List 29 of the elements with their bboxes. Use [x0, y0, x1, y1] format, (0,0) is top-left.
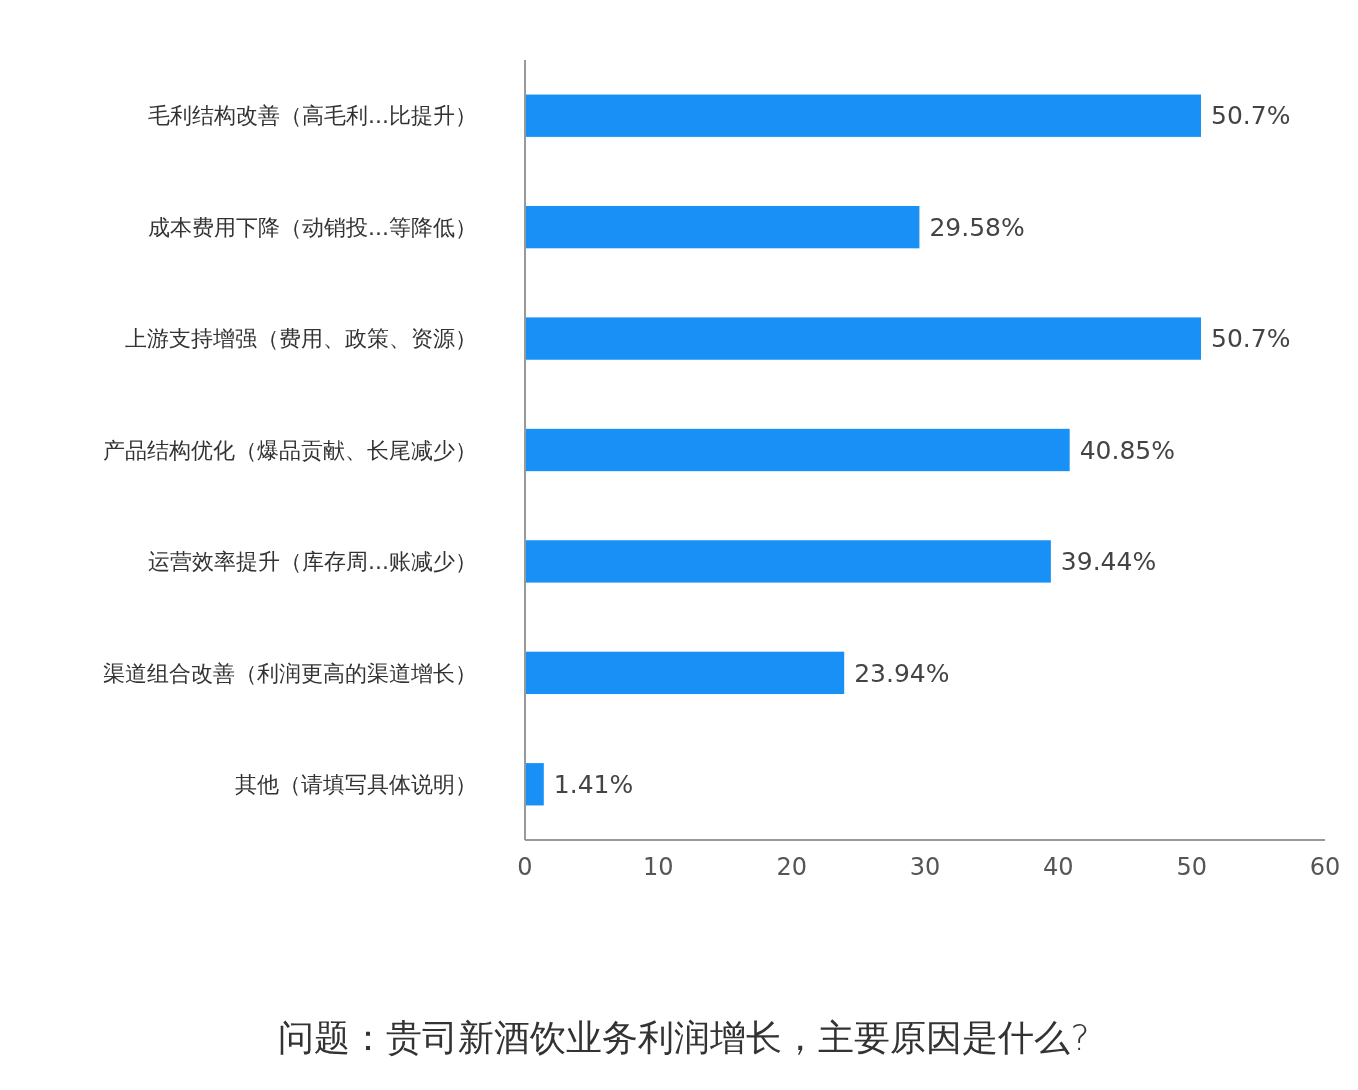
x-tick-label: 60	[1309, 853, 1341, 881]
data-label: 50.7%	[1211, 101, 1291, 131]
bar	[525, 205, 920, 249]
data-label: 50.7%	[1211, 324, 1291, 354]
x-tick-label: 10	[643, 853, 674, 881]
y-tick-label: 渠道组合改善（利润更高的渠道增长）	[103, 660, 477, 686]
data-label: 1.41%	[553, 770, 634, 800]
x-tick-label: 20	[776, 853, 807, 881]
data-label: 39.44%	[1060, 547, 1157, 577]
bar	[525, 763, 544, 806]
x-tick-label: 0	[517, 853, 533, 881]
bar	[525, 540, 1051, 583]
y-tick-label: 毛利结构改善（高毛利...比提升）	[148, 103, 477, 129]
x-tick-label: 30	[909, 853, 941, 881]
y-tick-label: 产品结构优化（爆品贡献、长尾减少）	[103, 437, 477, 463]
data-label: 29.58%	[929, 212, 1025, 242]
x-tick-label: 40	[1043, 853, 1074, 881]
data-label: 23.94%	[854, 658, 950, 688]
data-label: 40.85%	[1079, 435, 1175, 465]
x-tick-label: 50	[1176, 853, 1207, 881]
y-tick-label: 运营效率提升（库存周...账减少）	[148, 549, 477, 575]
bar	[525, 651, 845, 695]
text: 问题：贵司新酒饮业务利润增长，主要原因是什么?	[278, 1017, 1090, 1058]
bar	[525, 94, 1201, 137]
y-tick-label: 其他（请填写具体说明）	[235, 771, 477, 797]
bar	[525, 317, 1201, 360]
y-tick-label: 成本费用下降（动销投...等降低）	[148, 214, 477, 240]
y-tick-label: 上游支持增强（费用、政策、资源）	[125, 326, 477, 352]
bar	[525, 428, 1070, 472]
